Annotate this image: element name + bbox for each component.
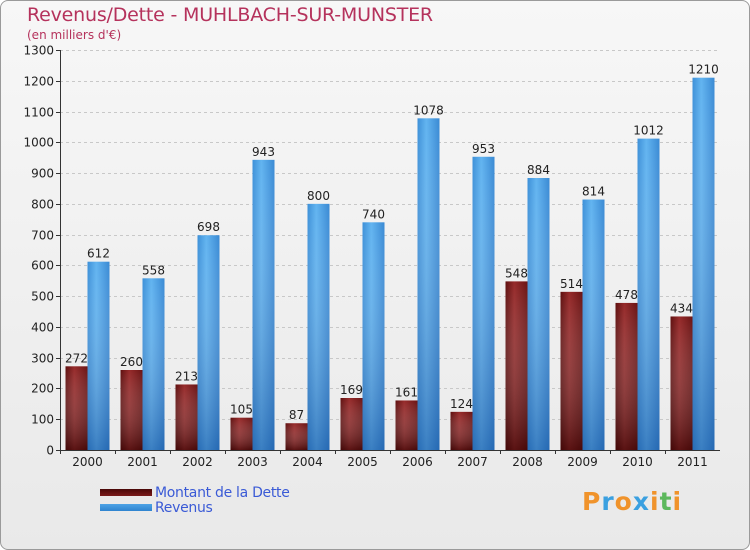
data-label: 514 [560,277,583,291]
data-label: 548 [505,266,528,280]
data-label: 698 [197,220,220,234]
bar-dette-shade [120,370,143,450]
x-tick-label: 2005 [347,455,378,469]
bar-revenus-shade [582,199,605,450]
x-tick-label: 2011 [677,455,708,469]
bar-revenus-shade [307,203,330,450]
data-label: 814 [582,185,605,199]
bar-revenus-shade [142,278,165,450]
x-tick-label: 2007 [457,455,488,469]
y-tick-label: 500 [31,290,54,304]
y-tick-label: 1200 [23,75,54,89]
bar-revenus-shade [362,222,385,450]
logo-letter: o [614,487,633,516]
bar-dette-shade [560,291,583,450]
y-tick-label: 1000 [23,136,54,150]
data-label: 260 [120,355,143,369]
bar-dette-shade [670,316,693,450]
legend-swatch-revenus [100,504,152,511]
data-label: 943 [252,145,275,159]
data-label: 612 [87,247,110,261]
x-tick-label: 2009 [567,455,598,469]
bar-revenus-shade [637,138,660,450]
data-label: 1210 [688,63,719,77]
logo-letter: r [601,487,615,516]
y-tick-label: 1300 [23,44,54,58]
x-tick-label: 2000 [72,455,103,469]
bar-revenus-shade [197,235,220,450]
x-tick-label: 2008 [512,455,543,469]
y-tick-label: 700 [31,229,54,243]
bar-dette-shade [175,384,198,450]
y-tick-label: 900 [31,167,54,181]
logo-letter: i [672,487,683,516]
data-label: 169 [340,383,363,397]
bar-dette-shade [615,302,638,450]
data-label: 800 [307,189,330,203]
legend-label-dette: Montant de la Dette [155,485,290,501]
y-tick-label: 300 [31,352,54,366]
logo-letter: i [650,487,660,516]
legend-swatch-dette [100,489,152,496]
data-label: 884 [527,163,550,177]
data-label: 105 [230,403,253,417]
bar-revenus-shade [87,261,110,450]
bar-dette-shade [395,400,418,450]
data-label: 953 [472,142,495,156]
data-label: 740 [362,207,385,221]
x-tick-label: 2006 [402,455,433,469]
bar-revenus-shade [252,159,275,450]
bar-dette-shade [505,281,528,450]
y-tick-label: 600 [31,259,54,273]
x-tick-label: 2002 [182,455,213,469]
data-label: 1012 [633,124,664,138]
data-label: 161 [395,385,418,399]
bar-dette-shade [340,398,363,450]
data-label: 1078 [413,103,444,117]
bar-dette-shade [285,423,308,450]
bar-dette-shade [450,411,473,450]
x-tick-label: 2003 [237,455,268,469]
y-tick-label: 1100 [23,106,54,120]
logo-letter: t [659,487,673,516]
x-tick-label: 2004 [292,455,323,469]
bar-revenus-shade [417,118,440,451]
chart-title: Revenus/Dette - MUHLBACH-SUR-MUNSTER [27,4,433,26]
y-tick-label: 100 [31,413,54,427]
data-label: 478 [615,288,638,302]
data-label: 272 [65,351,88,365]
data-label: 87 [289,408,304,422]
legend-label-revenus: Revenus [155,500,213,516]
y-tick-label: 800 [31,198,54,212]
data-label: 434 [670,301,693,315]
logo-letter: P [582,487,602,516]
data-label: 558 [142,263,165,277]
x-tick-label: 2010 [622,455,653,469]
bar-dette-shade [230,417,253,450]
chart-subtitle: (en milliers d'€) [27,28,122,42]
data-label: 124 [450,397,473,411]
x-tick-label: 2001 [127,455,158,469]
logo-letter: x [632,487,650,516]
y-tick-label: 200 [31,382,54,396]
bar-revenus-shade [472,156,495,450]
bar-revenus-shade [527,178,550,450]
y-tick-label: 0 [46,444,54,458]
bar-dette-shade [65,366,88,450]
bar-revenus-shade [692,77,715,450]
data-label: 213 [175,369,198,383]
y-tick-label: 400 [31,321,54,335]
proxiti-logo: Proxiti [582,487,682,516]
